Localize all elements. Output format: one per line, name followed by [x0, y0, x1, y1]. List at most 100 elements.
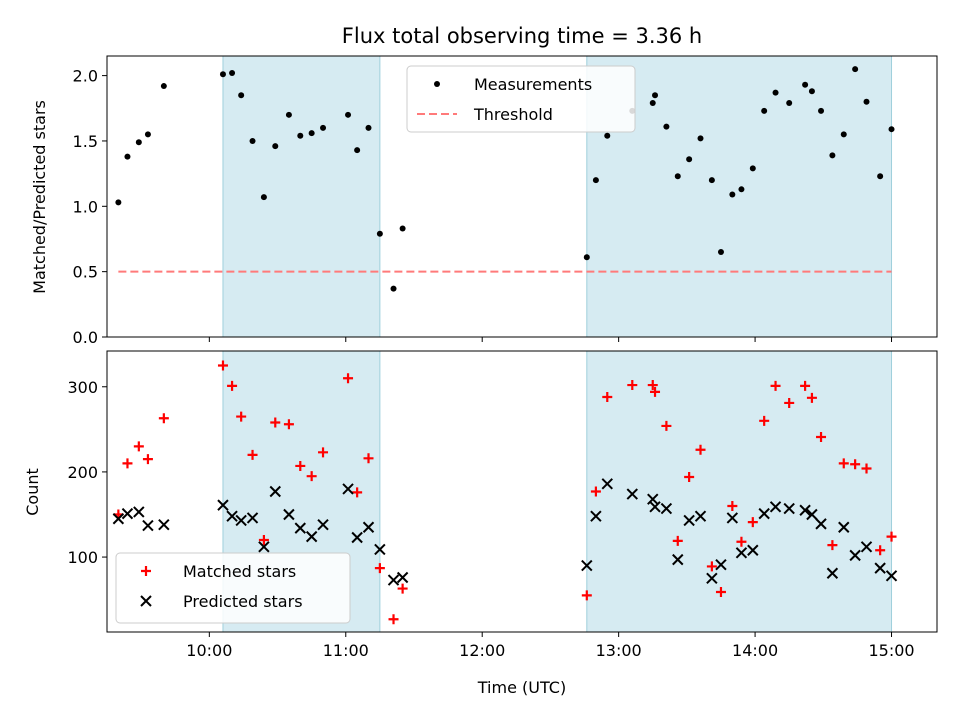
matched-star-point	[397, 583, 408, 594]
matched-star-point	[684, 472, 695, 483]
predicted-star-point	[305, 530, 318, 543]
matched-star-point	[875, 545, 886, 556]
matched-star-point	[736, 536, 747, 547]
matched-star-point	[247, 449, 258, 460]
measurement-point	[802, 81, 809, 88]
predicted-star-point	[590, 510, 602, 522]
predicted-star-point	[672, 553, 684, 566]
predicted-star-point	[217, 499, 229, 511]
matched-star-point	[258, 535, 269, 546]
matched-star-point	[236, 411, 247, 422]
predicted-star-point	[387, 574, 400, 586]
measurement-point	[272, 143, 279, 150]
matched-star-point	[306, 471, 317, 482]
legend-x-marker	[140, 595, 152, 607]
predicted-star-point	[806, 508, 818, 521]
predicted-star-point	[747, 544, 759, 556]
measurement-point	[308, 130, 315, 137]
measurement-point	[583, 254, 590, 261]
matched-star-point	[581, 590, 592, 601]
matched-star-point	[295, 460, 306, 471]
matched-star-point	[850, 459, 861, 470]
predicted-star-point	[142, 519, 154, 532]
matched-star-point	[816, 432, 827, 443]
measurement-point	[888, 126, 895, 133]
legend: Matched stars Predicted stars	[115, 552, 351, 624]
measurement-point	[829, 152, 836, 159]
predicted-star-point	[235, 514, 247, 527]
y-tick-label: 200	[67, 463, 98, 482]
matched-star-point	[784, 397, 795, 408]
measurement-point	[749, 165, 756, 172]
matched-star-point	[388, 614, 399, 625]
measurement-point	[249, 137, 256, 144]
measurement-point	[652, 92, 659, 99]
matched-star-point	[706, 561, 717, 572]
predicted-star-point	[860, 541, 873, 553]
predicted-star-point	[735, 547, 748, 559]
y-tick-label: 1.0	[73, 197, 98, 216]
predicted-star-point	[396, 571, 409, 584]
matched-star-point	[886, 531, 897, 542]
measurement-point	[840, 131, 847, 138]
legend-dot-marker	[434, 81, 440, 87]
y-tick-label: 100	[67, 548, 98, 567]
predicted-star-point	[626, 488, 638, 500]
predicted-star-point	[799, 504, 811, 516]
predicted-star-point	[258, 541, 270, 553]
predicted-star-point	[783, 502, 795, 515]
shaded-interval-2	[586, 55, 893, 338]
matched-star-point	[838, 458, 849, 469]
measurement-point	[649, 100, 656, 107]
matched-star-point	[374, 563, 385, 574]
measurement-point	[738, 186, 745, 193]
measurement-point	[365, 124, 372, 131]
measurement-point	[686, 156, 693, 163]
y-axis-label-count: Count	[23, 468, 42, 516]
measurement-point	[852, 66, 859, 73]
measurement-point	[376, 230, 383, 237]
predicted-star-point	[317, 519, 329, 531]
y-tick-label: 2.0	[73, 67, 98, 86]
predicted-star-point	[874, 562, 886, 574]
measurement-point	[144, 131, 151, 138]
matched-star-point	[217, 360, 228, 371]
measurement-point	[354, 147, 361, 154]
measurement-point	[160, 83, 167, 90]
predicted-star-point	[133, 506, 145, 518]
predicted-star-point	[601, 478, 613, 490]
shaded-interval-2	[586, 350, 893, 633]
matched-star-point	[727, 500, 738, 511]
measurement-point	[772, 89, 779, 96]
legend: Measurements Threshold	[406, 65, 636, 133]
x-tick-label: 14:00	[732, 641, 778, 660]
axes-frame	[106, 350, 938, 633]
x-tick-label: 12:00	[459, 641, 505, 660]
measurement-point	[808, 88, 815, 95]
y-tick-label: 300	[67, 378, 98, 397]
predicted-star-point	[715, 559, 727, 571]
measurement-point	[786, 100, 793, 107]
chart-title: Flux total observing time = 3.36 h	[342, 24, 702, 48]
x-tick-label: 11:00	[323, 641, 369, 660]
ratio-panel: 0.0 0.5 1.0 1.5 2.0 Measurements Threshold	[73, 55, 938, 347]
predicted-star-point	[294, 522, 306, 534]
predicted-star-point	[121, 507, 134, 520]
predicted-star-point	[826, 567, 839, 579]
predicted-star-point	[885, 570, 898, 582]
matched-star-point	[650, 386, 661, 397]
measurement-point	[663, 123, 670, 130]
matched-star-point	[827, 540, 838, 551]
predicted-star-point	[649, 501, 661, 513]
measurement-point	[320, 124, 327, 131]
measurement-point	[390, 285, 397, 292]
count-panel: 100 200 300 10:00 11:00 12:00 13:00 14:00 15:00 M…	[67, 350, 938, 660]
matched-star-point	[133, 441, 144, 452]
predicted-star-point	[758, 507, 770, 520]
predicted-star-point	[683, 514, 695, 527]
matched-star-point	[122, 458, 133, 469]
predicted-star-point	[374, 543, 386, 556]
measurement-point	[238, 92, 245, 99]
matched-star-point	[590, 486, 601, 497]
matched-star-point	[602, 391, 613, 402]
